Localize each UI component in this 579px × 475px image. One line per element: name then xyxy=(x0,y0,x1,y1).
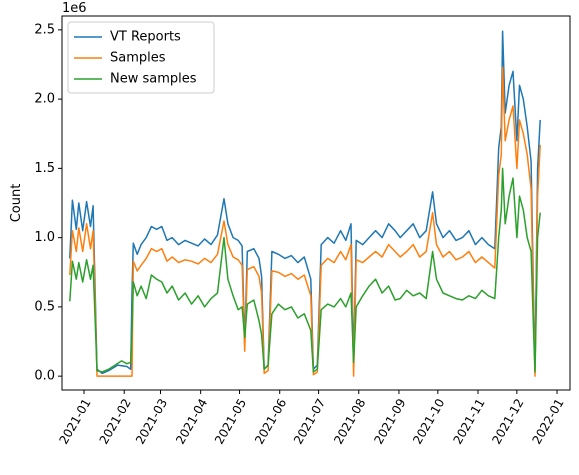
series-line-vt-reports xyxy=(69,30,541,375)
series-line-new-samples xyxy=(69,167,541,373)
y-axis-label: Count xyxy=(9,184,24,223)
y-tick-label: 2.5 xyxy=(34,22,55,37)
y-tick-label: 0.5 xyxy=(34,299,55,314)
y-tick-label: 1.0 xyxy=(34,230,55,245)
y-axis: 0.0 0.5 1.0 1.5 2.0 2.5 xyxy=(34,22,62,384)
y-offset-label: 1e6 xyxy=(62,1,87,16)
legend-label: New samples xyxy=(110,72,197,87)
y-tick-label: 0.0 xyxy=(34,369,55,384)
series-line-samples xyxy=(69,66,541,377)
y-tick-label: 2.0 xyxy=(34,92,55,107)
legend-label: VT Reports xyxy=(110,30,181,45)
legend-label: Samples xyxy=(110,51,166,66)
series-layer xyxy=(69,30,541,377)
plot-area-frame xyxy=(61,15,571,391)
y-tick-label: 1.5 xyxy=(34,161,55,176)
legend-box xyxy=(67,21,215,94)
legend: VT Reports Samples New samples xyxy=(67,21,215,94)
